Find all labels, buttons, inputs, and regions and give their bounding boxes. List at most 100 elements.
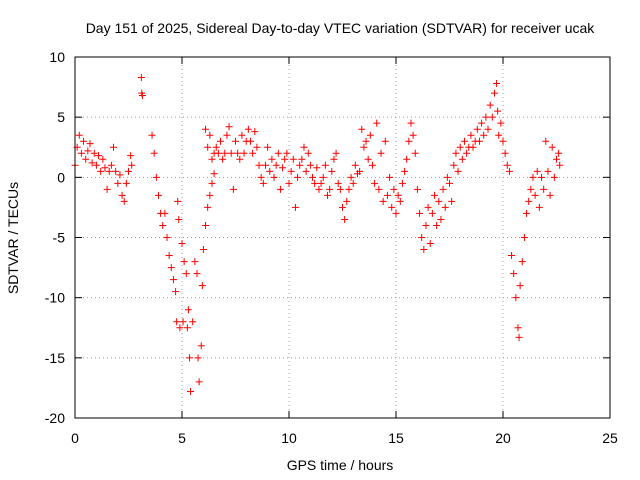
data-point bbox=[204, 203, 212, 211]
data-point bbox=[114, 179, 122, 187]
data-point bbox=[467, 131, 475, 139]
data-point bbox=[548, 143, 556, 151]
data-point bbox=[523, 209, 531, 217]
data-point bbox=[266, 167, 274, 175]
data-point bbox=[364, 155, 372, 163]
data-point bbox=[138, 92, 146, 100]
data-point bbox=[180, 258, 188, 266]
data-point bbox=[75, 131, 83, 139]
data-point bbox=[122, 179, 130, 187]
data-point bbox=[418, 234, 426, 241]
data-point bbox=[379, 197, 387, 205]
data-point bbox=[538, 173, 546, 181]
data-point bbox=[497, 119, 505, 127]
data-point bbox=[86, 140, 94, 148]
data-point bbox=[555, 149, 563, 157]
data-point bbox=[454, 167, 462, 175]
data-point bbox=[210, 170, 218, 178]
y-tick-label: -10 bbox=[45, 290, 65, 306]
data-point bbox=[473, 125, 481, 133]
data-point bbox=[169, 276, 177, 284]
data-point bbox=[227, 149, 235, 157]
data-point bbox=[291, 203, 299, 211]
data-point bbox=[426, 240, 434, 248]
data-point bbox=[99, 155, 107, 163]
data-point bbox=[324, 191, 332, 199]
data-point bbox=[510, 270, 518, 278]
chart-title: Day 151 of 2025, Sidereal Day-to-day VTE… bbox=[86, 20, 596, 36]
data-point bbox=[195, 378, 203, 386]
data-point bbox=[259, 179, 267, 187]
data-point bbox=[272, 161, 280, 169]
data-point bbox=[405, 137, 413, 145]
data-point bbox=[317, 179, 325, 187]
data-point bbox=[281, 155, 289, 163]
data-point bbox=[553, 155, 560, 163]
y-tick-label: 5 bbox=[57, 109, 65, 125]
data-point bbox=[296, 161, 304, 169]
data-point bbox=[531, 191, 539, 199]
data-point bbox=[362, 137, 370, 145]
data-point bbox=[321, 161, 329, 169]
y-tick-label: 10 bbox=[49, 49, 65, 65]
data-point bbox=[544, 167, 552, 175]
data-point bbox=[441, 203, 449, 211]
data-point bbox=[152, 173, 160, 181]
data-point bbox=[261, 161, 269, 169]
data-point bbox=[347, 173, 355, 181]
data-point bbox=[246, 137, 254, 145]
data-point bbox=[503, 161, 511, 169]
data-point bbox=[217, 137, 225, 145]
data-point bbox=[232, 137, 239, 145]
data-point bbox=[116, 171, 124, 179]
data-point bbox=[128, 161, 136, 169]
data-point bbox=[495, 131, 503, 139]
data-point bbox=[240, 149, 248, 157]
data-point bbox=[80, 137, 88, 145]
data-point bbox=[101, 164, 109, 172]
data-point bbox=[332, 149, 340, 157]
data-point bbox=[249, 149, 257, 157]
data-point bbox=[480, 131, 488, 139]
data-point bbox=[431, 191, 439, 199]
data-point bbox=[161, 209, 169, 217]
data-point bbox=[257, 173, 265, 181]
data-point bbox=[512, 294, 520, 302]
data-point bbox=[244, 125, 252, 133]
data-point bbox=[349, 179, 357, 187]
data-point bbox=[187, 388, 195, 396]
data-point bbox=[460, 137, 468, 145]
data-point bbox=[204, 143, 212, 151]
data-point bbox=[176, 324, 184, 332]
data-point bbox=[409, 131, 417, 139]
y-tick-label: -15 bbox=[45, 350, 65, 366]
data-point bbox=[448, 197, 456, 205]
data-point bbox=[251, 128, 259, 136]
data-point bbox=[469, 143, 477, 151]
data-point bbox=[356, 167, 364, 175]
data-point bbox=[375, 185, 383, 193]
data-point bbox=[401, 167, 409, 175]
data-point bbox=[540, 185, 548, 193]
data-point bbox=[351, 161, 359, 169]
data-point bbox=[191, 258, 199, 266]
data-point bbox=[315, 185, 323, 193]
data-point bbox=[368, 161, 376, 169]
data-point bbox=[328, 167, 336, 175]
data-point bbox=[238, 131, 246, 139]
data-point bbox=[411, 149, 419, 157]
data-point bbox=[319, 173, 327, 181]
data-point bbox=[221, 149, 229, 157]
data-point bbox=[383, 191, 391, 199]
data-point bbox=[183, 324, 191, 332]
data-point bbox=[458, 155, 466, 163]
data-point bbox=[206, 131, 214, 139]
data-point bbox=[214, 149, 222, 157]
data-point bbox=[206, 191, 214, 199]
data-point bbox=[172, 288, 180, 296]
data-point bbox=[309, 173, 317, 181]
data-point bbox=[274, 149, 282, 157]
data-point bbox=[306, 161, 314, 169]
data-point bbox=[437, 215, 445, 223]
data-point bbox=[388, 203, 396, 211]
